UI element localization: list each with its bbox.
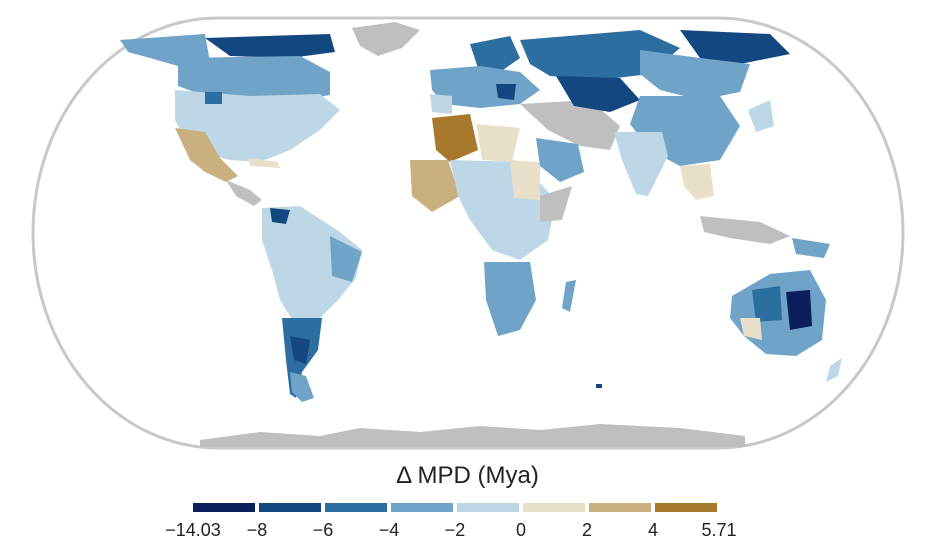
region-saudi-arabia	[536, 138, 584, 182]
region-greenland	[352, 22, 420, 56]
legend-swatch-7	[589, 503, 651, 512]
region-central-asia	[556, 76, 640, 112]
region-south-america	[262, 206, 362, 330]
region-caribbean	[248, 158, 280, 168]
legend-tick-label: 5.71	[701, 520, 737, 540]
region-canada-mid	[178, 56, 330, 100]
region-central-america	[226, 180, 262, 206]
region-west-africa	[410, 160, 460, 212]
legend-swatch-3	[325, 503, 387, 512]
region-scandinavia	[470, 36, 520, 72]
region-madagascar	[562, 280, 576, 312]
region-eastern-europe	[496, 84, 516, 100]
legend-swatch-1	[193, 503, 255, 512]
legend-swatch-6	[523, 503, 585, 512]
legend-tick-label: 4	[647, 520, 659, 540]
legend-tick-label: 2	[581, 520, 593, 540]
legend-swatch-5	[457, 503, 519, 512]
region-middle-east	[520, 100, 620, 150]
legend-swatch-4	[391, 503, 453, 512]
legend-tick-label: 0	[515, 520, 527, 540]
world-map	[31, 16, 905, 450]
region-southeast-asia	[680, 164, 714, 200]
region-brazil-east	[330, 236, 362, 282]
legend-tick-label: −14.03	[165, 520, 221, 540]
region-australia-dark	[786, 290, 812, 330]
region-new-guinea	[792, 238, 830, 258]
region-algeria	[432, 114, 478, 162]
region-patagonia	[290, 372, 314, 402]
region-usa-blue-patch	[205, 92, 222, 104]
region-iberia	[430, 94, 452, 114]
region-sudan	[510, 160, 540, 200]
legend-tick-label: −2	[444, 520, 466, 540]
region-mexico	[175, 128, 238, 182]
legend-title: Δ MPD (Mya)	[396, 462, 539, 489]
legend-tick-label: −4	[378, 520, 400, 540]
region-usa	[175, 90, 340, 162]
region-new-zealand	[826, 358, 842, 382]
region-venezuela	[270, 208, 290, 224]
legend-swatch-8	[655, 503, 717, 512]
region-siberia	[640, 50, 750, 100]
region-canada-north	[205, 34, 335, 58]
region-southern-africa	[484, 262, 536, 336]
region-antarctica	[200, 424, 745, 447]
legend-tick-label: −6	[312, 520, 334, 540]
region-indonesia	[700, 216, 790, 244]
region-australia-mid	[752, 286, 782, 322]
region-horn-africa	[540, 186, 572, 222]
region-small-island	[596, 384, 602, 388]
region-north-africa	[476, 124, 520, 162]
legend-tick-label: −8	[246, 520, 268, 540]
region-india	[614, 132, 668, 196]
region-japan	[748, 100, 774, 132]
legend-swatch-2	[259, 503, 321, 512]
region-russia-east	[680, 30, 790, 64]
legend-color-bar	[193, 503, 717, 512]
region-australia-tan	[740, 318, 762, 340]
region-argentina-dark	[290, 336, 310, 364]
